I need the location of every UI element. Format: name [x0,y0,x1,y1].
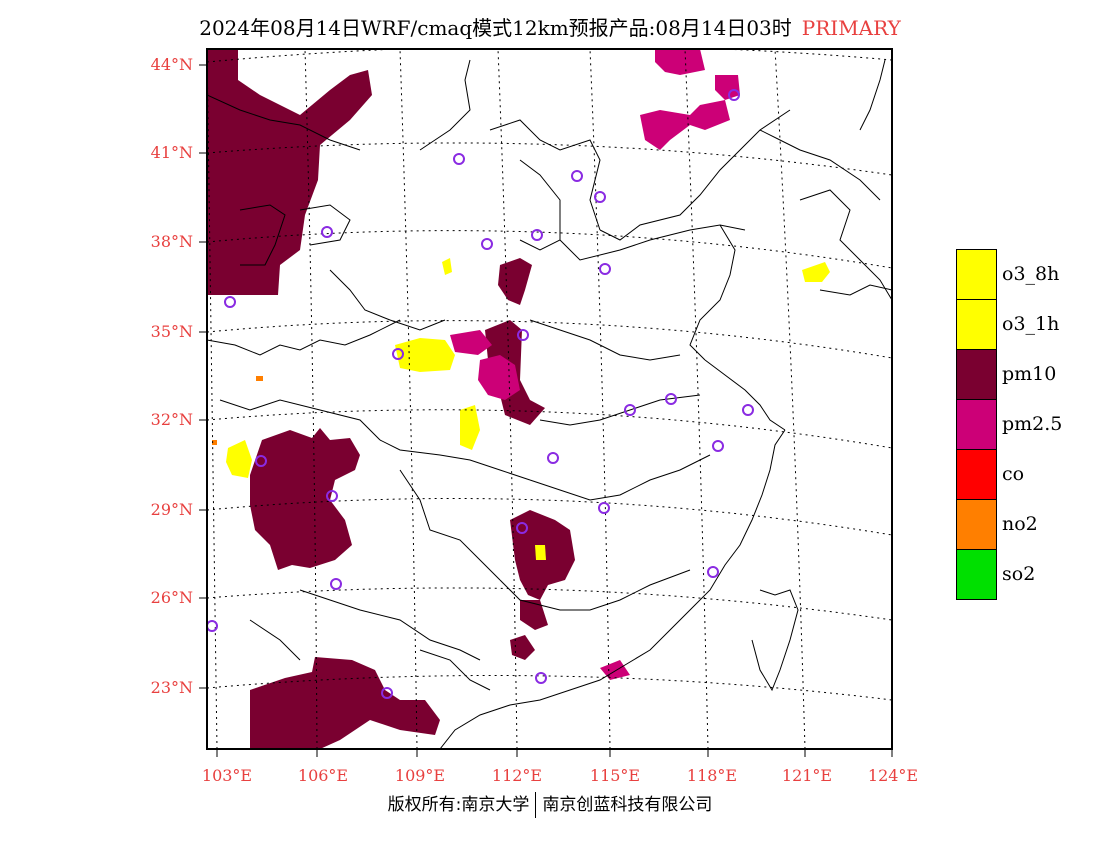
legend-label: no2 [1002,513,1038,535]
legend-item-o3-1h: o3_1h [956,299,1100,350]
legend-swatch [956,249,997,300]
legend-label: co [1002,463,1025,485]
legend-swatch [956,549,997,600]
pm10-region-yunnan [250,657,440,749]
pm10-region-sichuan [250,428,360,570]
tick-marks [199,64,893,757]
copyright-separator [535,792,537,818]
lat-label-38: 38°N [150,232,193,251]
legend-item-no2: no2 [956,499,1100,550]
map-title: 2024年08月14日WRF/cmaq模式12km预报产品:08月14日03时 P… [0,12,1100,41]
lon-label-103: 103°E [201,766,253,785]
lon-label-115: 115°E [589,766,641,785]
title-text: 2024年08月14日WRF/cmaq模式12km预报产品:08月14日03时 [199,16,792,40]
legend-item-pm25: pm2.5 [956,399,1100,450]
lon-label-124: 124°E [867,766,919,785]
legend-item-co: co [956,449,1100,500]
lat-label-23: 23°N [150,678,193,697]
legend-label: so2 [1002,563,1036,585]
pollutant-legend: o3_8h o3_1h pm10 pm2.5 co no2 so2 [956,249,1100,600]
legend-swatch [956,449,997,500]
legend-label: o3_1h [1002,313,1060,335]
lat-label-35: 35°N [150,322,193,341]
map-frame [206,48,893,750]
legend-label: pm10 [1002,363,1057,385]
primary-label: PRIMARY [801,16,901,40]
lat-label-26: 26°N [150,588,193,607]
legend-item-pm10: pm10 [956,349,1100,400]
legend-swatch [956,349,997,400]
o3-regions [226,258,830,560]
no2-spots [212,376,263,445]
lat-label-44: 44°N [150,55,193,74]
lon-label-121: 121°E [781,766,833,785]
legend-swatch [956,499,997,550]
lat-label-41: 41°N [150,143,193,162]
lat-label-29: 29°N [150,500,193,519]
lon-label-112: 112°E [491,766,543,785]
legend-swatch [956,299,997,350]
pm10-region-central [485,258,575,660]
copyright-left: 版权所有:南京大学 [387,795,530,815]
monitoring-stations [207,89,754,699]
pm25-regions [450,49,740,680]
legend-label: o3_8h [1002,263,1060,285]
copyright-footer: 版权所有:南京大学 南京创蓝科技有限公司 [0,790,1100,818]
legend-swatch [956,399,997,450]
copyright-right: 南京创蓝科技有限公司 [542,795,713,815]
legend-item-o3-8h: o3_8h [956,249,1100,300]
lon-label-106: 106°E [297,766,349,785]
boundaries [207,59,892,749]
lon-label-118: 118°E [686,766,738,785]
legend-label: pm2.5 [1002,413,1063,435]
legend-item-so2: so2 [956,549,1100,600]
lon-label-109: 109°E [394,766,446,785]
pm10-region-northwest [207,49,372,295]
lat-label-32: 32°N [150,410,193,429]
